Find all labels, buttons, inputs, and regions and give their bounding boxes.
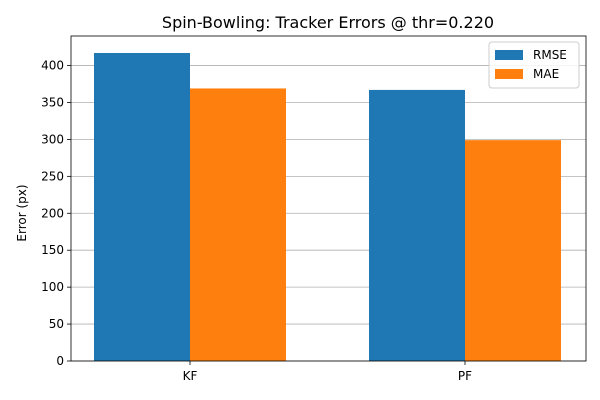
bar-mae-kf <box>190 88 286 362</box>
y-tick-label: 300 <box>41 132 64 146</box>
y-tick-label: 350 <box>41 95 64 109</box>
chart-title: Spin-Bowling: Tracker Errors @ thr=0.220 <box>162 13 494 32</box>
y-tick-label: 400 <box>41 59 64 73</box>
x-tick-label: PF <box>458 369 472 383</box>
legend: RMSE MAE <box>488 41 580 89</box>
y-tick-label: 0 <box>56 354 64 368</box>
y-ticks: 0 50 100 150 200 250 300 350 400 <box>41 59 71 368</box>
y-axis-label: Error (px) <box>15 184 29 241</box>
legend-label: MAE <box>533 67 559 81</box>
legend-swatch <box>495 69 523 79</box>
y-tick-label: 150 <box>41 243 64 257</box>
y-tick-label: 250 <box>41 169 64 183</box>
bar-rmse-pf <box>369 89 465 361</box>
y-tick-label: 100 <box>41 280 64 294</box>
axes <box>70 35 587 362</box>
legend-swatch <box>495 50 523 60</box>
plot-frame <box>70 35 587 362</box>
bar-mae-pf <box>465 140 561 361</box>
legend-label: RMSE <box>533 48 567 62</box>
bar-rmse-kf <box>94 52 190 361</box>
x-ticks: KF PF <box>183 361 472 383</box>
x-tick-label: KF <box>183 369 198 383</box>
y-tick-label: 200 <box>41 206 64 220</box>
bars <box>94 52 561 362</box>
y-tick-label: 50 <box>49 317 64 331</box>
